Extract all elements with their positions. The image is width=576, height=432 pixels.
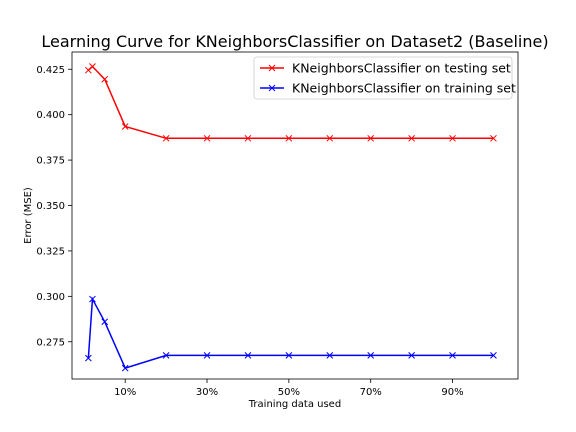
data-point-testing xyxy=(285,134,293,142)
data-point-testing xyxy=(89,63,96,70)
data-point-testing xyxy=(244,134,252,142)
chart-title: Learning Curve for KNeighborsClassifier … xyxy=(41,32,548,51)
legend-label: KNeighborsClassifier on training set xyxy=(292,81,516,96)
data-point-testing xyxy=(121,123,129,130)
data-point-testing xyxy=(203,134,211,142)
x-tick-label: 50% xyxy=(278,387,300,398)
x-tick-label: 30% xyxy=(196,387,218,398)
data-point-testing xyxy=(449,134,456,142)
data-point-training xyxy=(285,352,293,359)
data-point-testing xyxy=(408,134,415,142)
data-point-training xyxy=(408,352,415,359)
y-tick-label: 0.425 xyxy=(36,65,65,76)
data-point-training xyxy=(162,352,170,359)
data-point-testing xyxy=(367,134,375,142)
data-point-training xyxy=(244,352,252,359)
data-point-testing xyxy=(162,134,170,142)
plot-frame xyxy=(71,51,519,380)
plot-area xyxy=(85,63,497,372)
legend-item-testing: KNeighborsClassifier on testing set xyxy=(260,61,511,76)
data-point-training xyxy=(490,352,497,359)
data-point-training xyxy=(89,295,96,303)
data-point-training xyxy=(101,318,109,326)
data-point-training xyxy=(203,352,211,359)
y-axis: 0.275 0.300 0.325 0.350 0.375 0.400 0.425 xyxy=(36,65,72,348)
data-point-training xyxy=(85,354,92,362)
data-point-testing xyxy=(326,134,334,142)
y-tick-label: 0.350 xyxy=(36,201,65,212)
y-tick-label: 0.300 xyxy=(36,292,65,303)
legend-item-training: KNeighborsClassifier on training set xyxy=(260,81,516,96)
x-tick-label: 90% xyxy=(441,387,463,398)
data-point-training xyxy=(326,352,334,359)
x-tick-label: 70% xyxy=(360,387,382,398)
data-point-testing xyxy=(101,75,109,83)
data-point-training xyxy=(367,352,375,359)
data-point-training xyxy=(449,352,456,359)
y-tick-label: 0.375 xyxy=(36,156,65,167)
legend-label: KNeighborsClassifier on testing set xyxy=(292,61,511,76)
data-point-testing xyxy=(490,134,497,142)
x-tick-label: 10% xyxy=(114,387,136,398)
x-axis: 10% 30% 50% 70% 90% xyxy=(114,379,464,398)
y-tick-label: 0.400 xyxy=(36,110,65,121)
y-tick-label: 0.325 xyxy=(36,246,65,257)
y-tick-label: 0.275 xyxy=(36,337,65,348)
y-axis-label: Error (MSE) xyxy=(23,187,34,244)
x-axis-label: Training data used xyxy=(248,399,341,410)
data-point-training xyxy=(121,364,129,372)
legend: KNeighborsClassifier on testing set KNeig… xyxy=(253,56,516,100)
legend-box xyxy=(253,56,513,100)
